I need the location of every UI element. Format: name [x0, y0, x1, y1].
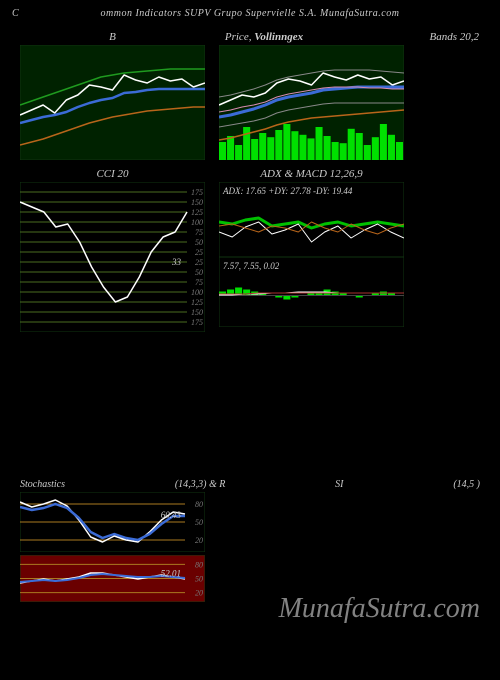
svg-text:75: 75: [195, 278, 203, 287]
svg-text:50: 50: [195, 575, 203, 584]
adx-macd-chart: ADX & MACD 12,26,9 ADX: 17.65 +DY: 27.78…: [219, 166, 404, 332]
svg-text:50: 50: [195, 268, 203, 277]
svg-text:150: 150: [191, 198, 203, 207]
svg-text:125: 125: [191, 298, 203, 307]
svg-text:175: 175: [191, 318, 203, 327]
chart-b-title-left: Price,: [225, 31, 252, 43]
svg-text:50: 50: [195, 518, 203, 527]
svg-text:20: 20: [195, 536, 203, 545]
svg-text:150: 150: [191, 308, 203, 317]
svg-text:ADX: 17.65 +DY: 27.78 -DY: 19.: ADX: 17.65 +DY: 27.78 -DY: 19.44: [222, 186, 353, 196]
bollinger-chart: B: [20, 29, 205, 160]
page-header: C ommon Indicators SUPV Grupo Superviell…: [0, 0, 500, 19]
svg-text:75: 75: [195, 228, 203, 237]
svg-text:175: 175: [191, 188, 203, 197]
svg-text:20: 20: [195, 589, 203, 598]
chart-b-title-right: Bands 20,2: [430, 29, 500, 45]
svg-text:50: 50: [195, 238, 203, 247]
stoch-title-mid1: (14,3,3) & R: [175, 477, 226, 492]
svg-text:7.57, 7.55, 0.02: 7.57, 7.55, 0.02: [223, 261, 280, 271]
stoch-title-left: Stochastics: [20, 477, 65, 492]
adx-title: ADX & MACD 12,26,9: [219, 166, 404, 182]
cci-chart: CCI 20 175150125100755025255075100125150…: [20, 166, 205, 332]
stoch-title-mid2: SI: [335, 477, 343, 492]
rsi-chart: 80 50 20 52.01: [20, 555, 500, 602]
svg-text:80: 80: [195, 500, 203, 509]
price-ma-chart: Price, Vollinngex MA Bands 20,2: [219, 29, 499, 160]
cci-title: CCI 20: [20, 166, 205, 182]
svg-text:25: 25: [195, 258, 203, 267]
svg-text:33: 33: [171, 257, 182, 267]
stoch-title-right: (14,5 ): [453, 477, 480, 492]
svg-text:125: 125: [191, 208, 203, 217]
chart-a-title: B: [20, 29, 205, 45]
stochastics-chart: 80 50 20 60.43: [20, 492, 500, 552]
header-left: C: [12, 8, 19, 19]
header-center: ommon Indicators SUPV Grupo Supervielle …: [101, 8, 400, 19]
svg-text:80: 80: [195, 560, 203, 569]
svg-text:52.01: 52.01: [161, 569, 181, 579]
svg-text:25: 25: [195, 248, 203, 257]
svg-text:100: 100: [191, 218, 203, 227]
svg-text:60.43: 60.43: [161, 510, 182, 520]
svg-text:100: 100: [191, 288, 203, 297]
